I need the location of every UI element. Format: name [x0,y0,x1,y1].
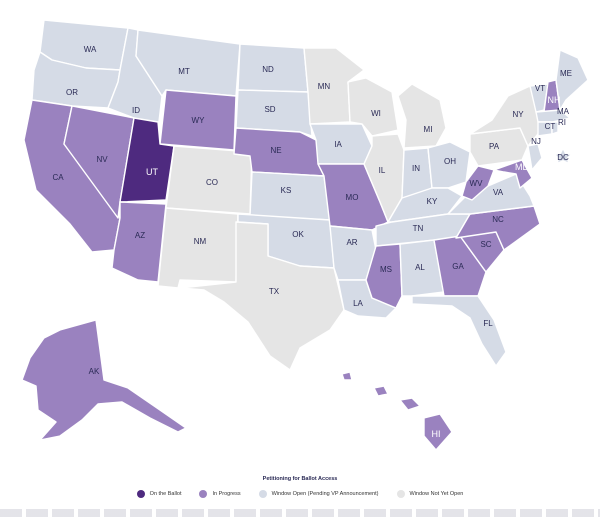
label-sd: SD [264,105,275,114]
label-la: LA [353,299,363,308]
state-hi-maui[interactable] [399,397,421,411]
legend-swatch-not-open [396,490,405,498]
legend-swatch-on-ballot [136,490,145,498]
label-tx: TX [269,287,280,296]
label-il: IL [379,166,386,175]
state-nv[interactable] [63,105,135,219]
state-wi[interactable] [347,77,399,137]
label-in: IN [412,164,420,173]
state-ks[interactable] [249,171,331,221]
state-dc[interactable] [554,148,572,164]
label-ky: KY [427,197,438,206]
label-hi: HI [432,429,441,439]
label-co: CO [206,178,218,187]
state-hi-big-island[interactable] [423,413,453,451]
label-oh: OH [444,157,456,166]
label-ri: RI [558,118,566,127]
label-id: ID [132,106,140,115]
label-vt: VT [535,84,545,93]
state-md[interactable] [493,159,533,189]
label-fl: FL [483,319,493,328]
legend-item-not-open[interactable]: Window Not Yet Open [396,490,464,498]
label-wa: WA [84,45,97,54]
legend-label-on-ballot: On the Ballot [149,491,182,497]
label-wv: WV [470,179,484,188]
legend-item-on-ballot[interactable]: On the Ballot [136,490,182,498]
label-mo: MO [346,193,359,202]
legend-swatch-in-progress [199,490,208,498]
state-hi-niihau[interactable] [341,371,353,381]
label-wy: WY [192,116,206,125]
label-ca: CA [52,173,64,182]
label-nj: NJ [531,137,541,146]
label-wi: WI [371,109,381,118]
legend-label-window-open: Window Open (Pending VP Announcement) [271,491,379,497]
label-ct: CT [545,122,556,131]
us-ballot-access-map: WA OR CA NV ID MT WY UT CO AZ NM ND SD N… [21,19,589,451]
label-tn: TN [413,224,424,233]
state-ga[interactable] [433,235,487,297]
label-ms: MS [380,265,392,274]
legend-item-window-open[interactable]: Window Open (Pending VP Announcement) [258,490,379,498]
label-mn: MN [318,82,331,91]
label-ny: NY [512,110,524,119]
label-mi: MI [424,125,433,134]
state-al[interactable] [399,239,445,297]
state-ri[interactable] [551,121,559,135]
label-nv: NV [96,155,108,164]
label-ne: NE [270,146,281,155]
state-nm[interactable] [157,207,239,289]
label-ar: AR [346,238,357,247]
label-dc: DC [557,153,569,162]
label-ia: IA [334,140,342,149]
label-va: VA [493,188,504,197]
map-legend: Petitioning for Ballot Access On the Bal… [0,476,600,498]
label-md: MD [515,162,529,172]
label-or: OR [66,88,78,97]
label-al: AL [415,263,425,272]
label-me: ME [560,69,572,78]
label-nd: ND [262,65,274,74]
label-ks: KS [281,186,292,195]
label-nm: NM [194,237,207,246]
legend-swatch-window-open [258,490,267,498]
legend-label-in-progress: In Progress [212,491,241,497]
state-ma[interactable] [535,109,571,123]
legend-title: Petitioning for Ballot Access [262,476,338,482]
state-me[interactable] [555,49,589,111]
label-ak: AK [89,367,100,376]
label-sc: SC [480,240,491,249]
label-ut: UT [146,167,158,177]
label-nh: NH [548,95,561,105]
state-mi[interactable] [397,83,447,149]
legend-label-not-open: Window Not Yet Open [409,491,464,497]
label-ok: OK [292,230,304,239]
label-az: AZ [135,231,145,240]
state-az[interactable] [111,201,167,283]
label-pa: PA [489,142,500,151]
state-hi-oahu[interactable] [373,385,389,397]
label-mt: MT [178,67,190,76]
state-fl[interactable] [411,295,507,367]
state-nj[interactable] [527,143,543,171]
label-nc: NC [492,215,504,224]
state-ak[interactable] [21,319,187,441]
legend-items: On the Ballot In Progress Window Open (P… [0,490,600,498]
label-ga: GA [452,262,464,271]
state-sd[interactable] [235,89,313,137]
footer-strip [0,509,600,517]
label-ma: MA [557,107,570,116]
state-tx[interactable] [179,221,345,371]
legend-item-in-progress[interactable]: In Progress [199,490,241,498]
